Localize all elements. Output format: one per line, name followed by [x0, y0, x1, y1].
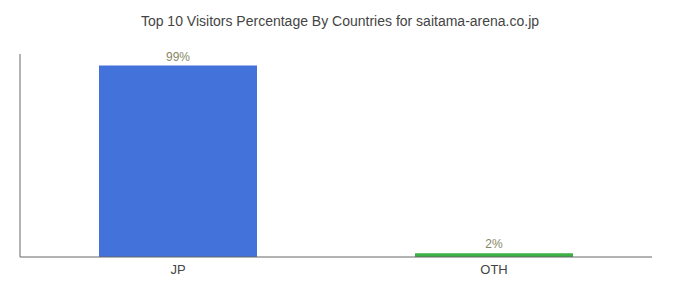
svg-text:99%: 99%	[166, 50, 190, 64]
svg-text:JP: JP	[170, 262, 185, 277]
html-text:Top 10 Visitors Percentage By: Top 10 Visitors Percentage By Countries …	[140, 13, 540, 29]
svg-text:OTH: OTH	[480, 262, 507, 277]
svg-text:2%: 2%	[485, 237, 503, 251]
